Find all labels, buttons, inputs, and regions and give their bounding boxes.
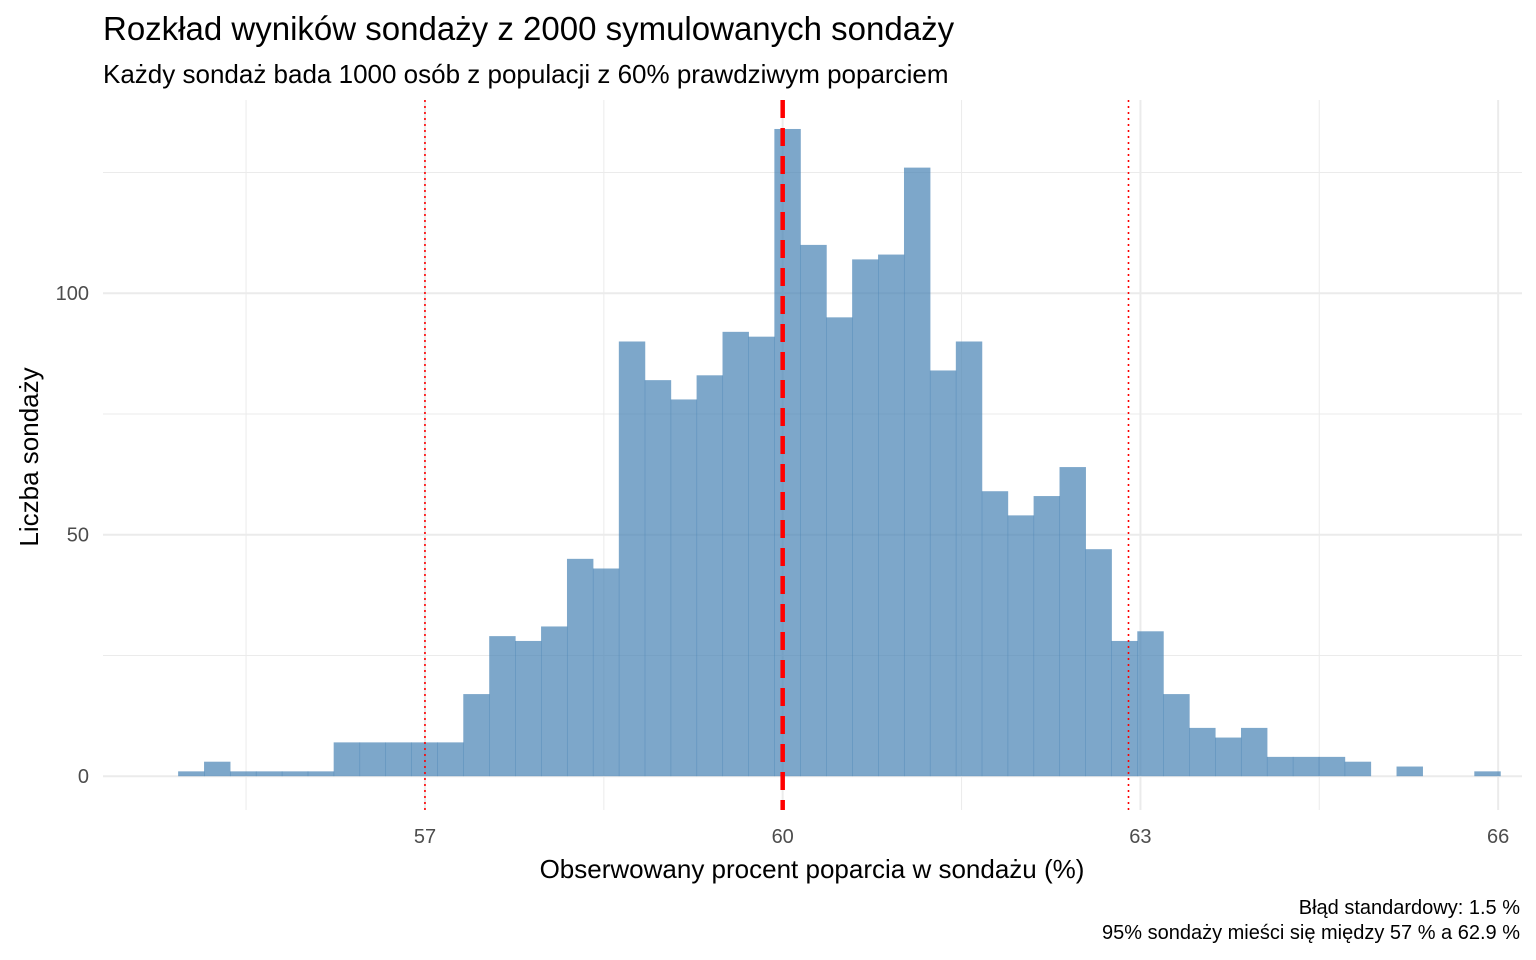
- x-tick-label: 57: [414, 826, 436, 848]
- histogram-bar: [515, 640, 542, 777]
- histogram-bar: [1292, 756, 1320, 777]
- histogram-bar: [333, 742, 361, 777]
- histogram-bar: [489, 636, 516, 777]
- histogram-bar: [1033, 496, 1061, 777]
- histogram-bar: [411, 742, 438, 777]
- histogram-bar: [566, 558, 594, 777]
- x-tick-label: 60: [772, 826, 794, 848]
- histogram-bar: [1085, 549, 1112, 777]
- histogram-bar: [359, 742, 387, 777]
- histogram-bar: [826, 317, 853, 777]
- histogram-bar: [903, 167, 931, 777]
- histogram-bar: [1189, 727, 1216, 777]
- histogram-bar: [800, 244, 827, 777]
- histogram-bar: [722, 331, 749, 777]
- histogram-bar: [955, 341, 983, 777]
- histogram-bar: [1266, 756, 1294, 777]
- histogram-bar: [878, 254, 905, 777]
- histogram-bar: [1240, 727, 1268, 777]
- reference-lines: [424, 100, 1130, 810]
- confidence-interval-note: 95% sondaży mieści się między 57 % a 62.…: [1102, 922, 1520, 944]
- chart-caption: Błąd standardowy: 1.5 % 95% sondaży mieś…: [1102, 896, 1520, 946]
- histogram-bar: [592, 568, 620, 777]
- histogram-bar: [541, 626, 568, 777]
- standard-error-note: Błąd standardowy: 1.5 %: [1298, 897, 1520, 919]
- histogram-bar: [981, 491, 1009, 777]
- y-tick-label: 100: [56, 283, 89, 305]
- histogram-bar: [204, 761, 231, 777]
- histogram-bar: [255, 771, 283, 777]
- histogram-bar: [644, 380, 672, 777]
- histogram-bar: [1344, 761, 1372, 777]
- histogram-bar: [670, 399, 698, 777]
- y-tick-label: 0: [78, 766, 89, 788]
- histogram-bar: [929, 370, 957, 777]
- histogram-bar: [1396, 766, 1423, 777]
- histogram-bar: [1474, 771, 1501, 777]
- histogram-bar: [1318, 756, 1346, 777]
- histogram-bar: [696, 375, 724, 777]
- histogram-bar: [463, 694, 490, 777]
- histogram-bar: [1111, 640, 1138, 777]
- histogram-bar: [307, 771, 335, 777]
- y-tick-label: 50: [67, 525, 89, 547]
- histogram-bar: [618, 341, 646, 777]
- histogram-bar: [437, 742, 464, 777]
- histogram-bar: [1215, 737, 1242, 777]
- y-axis-tick-labels: 0 50 100: [56, 283, 89, 788]
- histogram-bar: [1007, 515, 1035, 777]
- histogram-bar: [178, 771, 205, 777]
- x-tick-label: 63: [1129, 826, 1151, 848]
- x-axis-title: Obserwowany procent poparcia w sondażu (…: [540, 854, 1085, 884]
- x-tick-label: 66: [1487, 826, 1509, 848]
- histogram-bar: [385, 742, 412, 777]
- histogram-bar: [852, 259, 879, 777]
- histogram-bars: [178, 128, 1501, 777]
- histogram-bar: [774, 128, 801, 777]
- y-axis-title: Liczba sondaży: [14, 367, 44, 546]
- chart-title: Rozkład wyników sondaży z 2000 symulowan…: [103, 10, 955, 47]
- chart-subtitle: Każdy sondaż bada 1000 osób z populacji …: [103, 59, 949, 89]
- x-axis-tick-labels: 57 60 63 66: [414, 826, 1509, 848]
- histogram-bar: [229, 771, 257, 777]
- histogram-bar: [1059, 467, 1086, 777]
- histogram-bar: [1137, 631, 1164, 777]
- histogram-bar: [281, 771, 309, 777]
- histogram-bar: [748, 336, 775, 777]
- histogram-bar: [1163, 694, 1190, 777]
